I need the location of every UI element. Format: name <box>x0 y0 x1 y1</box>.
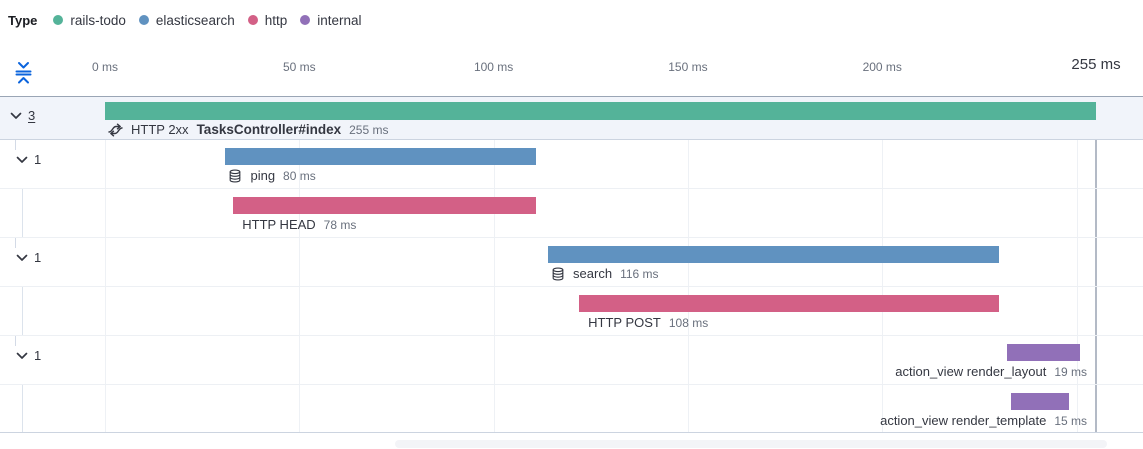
legend-dot-elasticsearch <box>138 15 149 25</box>
legend-item-internal: internal <box>300 12 362 28</box>
accordion-toggle[interactable]: 3 <box>10 108 35 123</box>
legend-label: http <box>264 12 288 28</box>
transaction-icon <box>108 123 123 137</box>
span-label: HTTP 2xx TasksController#index 255 ms <box>108 121 388 138</box>
waterfall-row-ping[interactable]: 1 ping 80 ms <box>0 140 1143 189</box>
accordion-toggle[interactable]: 1 <box>16 348 41 363</box>
gridline <box>882 96 884 433</box>
span-label: search 116 ms <box>551 265 659 282</box>
legend-dot-internal <box>300 15 311 25</box>
indent-guide <box>15 336 16 346</box>
gridline <box>687 96 689 433</box>
gridline <box>105 96 106 433</box>
waterfall-row-render-template[interactable]: action_view render_template 15 ms <box>0 385 1143 433</box>
span-label: action_view render_template 15 ms <box>880 412 1087 429</box>
span-bar-http-head[interactable] <box>233 197 537 214</box>
indent-guide <box>22 287 23 335</box>
accordion-toggle[interactable]: 1 <box>16 250 41 265</box>
span-duration: 255 ms <box>349 122 389 137</box>
span-label: ping 80 ms <box>228 167 316 184</box>
span-label: HTTP HEAD 78 ms <box>242 216 356 233</box>
span-name: HTTP HEAD <box>242 217 316 232</box>
indent-guide <box>15 238 16 248</box>
axis-tick-150ms: 150 ms <box>668 60 708 74</box>
legend-title: Type <box>8 12 38 28</box>
span-bar-transaction[interactable] <box>105 102 1096 120</box>
legend-label: internal <box>317 12 362 28</box>
span-duration: 116 ms <box>620 266 659 281</box>
axis-tick-100ms: 100 ms <box>473 60 514 74</box>
gridline <box>299 96 301 433</box>
waterfall-row-search[interactable]: 1 search 116 ms <box>0 238 1143 287</box>
gridline <box>1076 96 1078 433</box>
span-label: action_view render_layout 19 ms <box>895 363 1087 380</box>
span-prefix: HTTP 2xx <box>131 122 189 137</box>
span-name: HTTP POST <box>588 315 661 330</box>
span-duration: 19 ms <box>1054 364 1087 379</box>
chevron-down-icon <box>16 352 28 359</box>
span-label: HTTP POST 108 ms <box>588 314 708 331</box>
span-duration: 15 ms <box>1054 413 1087 428</box>
legend-label: rails-todo <box>70 12 126 28</box>
indent-guide <box>22 189 23 237</box>
legend-item-rails-todo: rails-todo <box>53 13 126 28</box>
span-name: action_view render_template <box>880 413 1047 428</box>
database-icon <box>551 266 565 281</box>
waterfall-row-transaction[interactable]: 3 HTTP 2xx TasksController#index 255 ms <box>0 96 1143 140</box>
axis-tick-255ms: 255 ms <box>1071 56 1121 73</box>
span-bar-search[interactable] <box>548 246 999 263</box>
child-count: 1 <box>34 250 42 265</box>
axis-tick-50ms: 50 ms <box>282 60 316 74</box>
legend-item-elasticsearch: elasticsearch <box>138 12 235 28</box>
span-bar-ping[interactable] <box>225 148 537 165</box>
axis-tick-0ms: 0 ms <box>91 60 119 74</box>
span-duration: 108 ms <box>668 315 709 330</box>
span-name: ping <box>250 168 276 183</box>
waterfall-row-http-post[interactable]: HTTP POST 108 ms <box>0 287 1143 336</box>
indent-guide <box>15 140 16 150</box>
span-name: action_view render_layout <box>895 364 1047 379</box>
type-legend: Type rails-todo elasticsearch http inter… <box>8 9 375 31</box>
waterfall-row-render-layout[interactable]: 1 action_view render_layout 19 ms <box>0 336 1143 385</box>
accordion-toggle[interactable]: 1 <box>16 152 41 167</box>
span-duration: 78 ms <box>323 217 357 232</box>
child-count: 3 <box>28 108 36 123</box>
indent-guide <box>22 385 23 432</box>
gridline <box>493 96 495 433</box>
span-duration: 80 ms <box>283 168 316 183</box>
chevron-down-icon <box>10 112 22 119</box>
legend-label: elasticsearch <box>155 12 235 28</box>
span-bar-http-post[interactable] <box>579 295 999 312</box>
axis-tick-200ms: 200 ms <box>862 60 902 74</box>
horizontal-scrollbar-thumb[interactable] <box>395 440 1107 448</box>
legend-dot-http <box>247 15 258 25</box>
chevron-down-icon <box>16 254 28 261</box>
span-name: TasksController#index <box>196 122 342 137</box>
fold-all-button[interactable] <box>11 59 35 85</box>
child-count: 1 <box>34 348 42 363</box>
database-icon <box>228 168 242 183</box>
chevron-down-icon <box>16 156 28 163</box>
span-name: search <box>573 266 613 281</box>
child-count: 1 <box>34 152 42 167</box>
legend-item-http: http <box>247 12 288 28</box>
fold-icon <box>15 61 31 83</box>
span-bar-render-layout[interactable] <box>1006 344 1081 361</box>
legend-dot-rails-todo <box>53 15 64 25</box>
span-bar-render-template[interactable] <box>1010 393 1069 410</box>
waterfall-row-http-head[interactable]: HTTP HEAD 78 ms <box>0 189 1143 238</box>
